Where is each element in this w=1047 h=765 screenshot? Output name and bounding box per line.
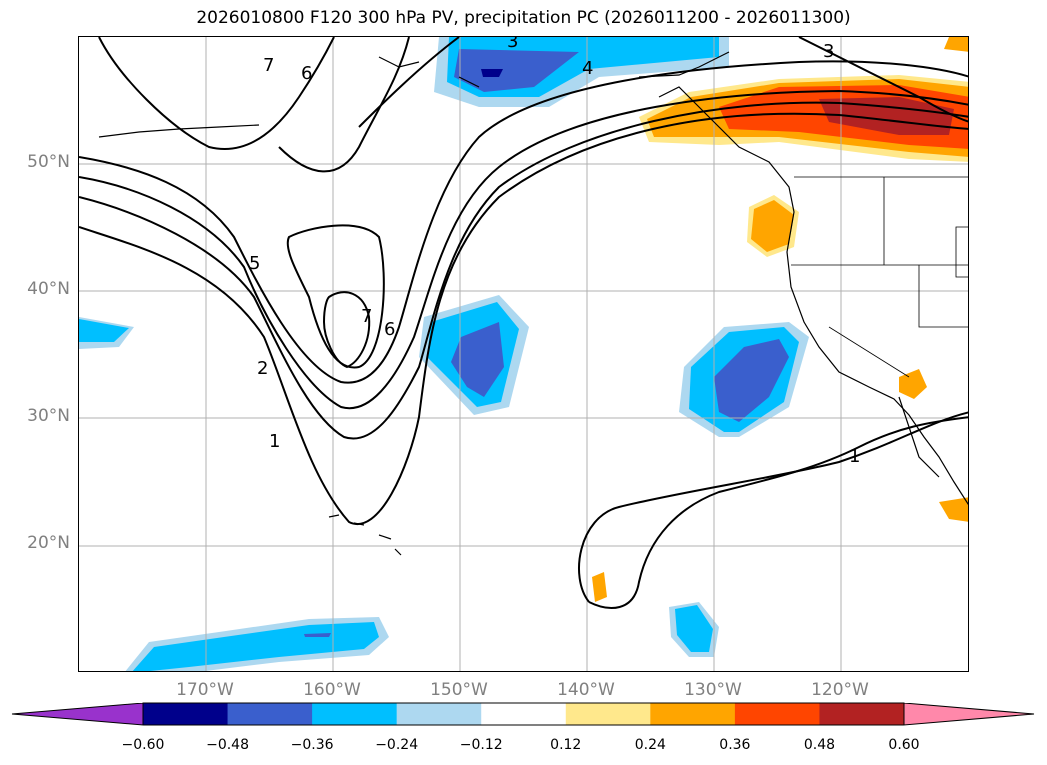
contour-label: 6 bbox=[384, 319, 395, 340]
state-borders bbox=[791, 176, 968, 378]
colorbar-tick-label: −0.48 bbox=[206, 737, 249, 753]
map-canvas: 1 2 5 6 7 3 4 6 7 1 3 bbox=[79, 37, 968, 671]
graticule bbox=[79, 37, 968, 671]
map-panel: 1 2 5 6 7 3 4 6 7 1 3 bbox=[78, 36, 969, 672]
precip-negative-shading bbox=[79, 37, 809, 671]
pv-contours bbox=[79, 37, 968, 609]
colorbar-tick-label: −0.24 bbox=[375, 737, 419, 753]
colorbar-segment bbox=[143, 703, 229, 725]
colorbar-segment bbox=[734, 703, 820, 725]
contour-labels: 1 2 5 6 7 3 4 6 7 1 3 bbox=[249, 37, 860, 467]
colorbar-tick-label: −0.12 bbox=[459, 737, 503, 753]
lon-label: 150°W bbox=[430, 680, 488, 700]
lon-label: 130°W bbox=[684, 680, 742, 700]
colorbar-segment bbox=[565, 703, 651, 725]
colorbar-extend-low bbox=[12, 703, 143, 725]
contour-label: 6 bbox=[301, 63, 312, 84]
colorbar-tick-label: 0.60 bbox=[888, 737, 920, 753]
colorbar-extend-high bbox=[904, 703, 1034, 725]
colorbar-tick-label: −0.60 bbox=[121, 737, 165, 753]
lon-label: 140°W bbox=[557, 680, 615, 700]
contour-label: 3 bbox=[507, 37, 518, 52]
colorbar-segment bbox=[396, 703, 482, 725]
contour-label: 1 bbox=[849, 446, 860, 467]
colorbar-tick-label: 0.48 bbox=[803, 737, 836, 753]
lat-label: 20°N bbox=[27, 533, 70, 553]
contour-label: 7 bbox=[263, 55, 274, 76]
precip-positive-shading bbox=[592, 37, 968, 602]
colorbar-segments bbox=[12, 703, 1034, 725]
contour-label: 3 bbox=[823, 41, 834, 62]
colorbar-tick-label: 0.24 bbox=[634, 737, 666, 753]
lat-label: 50°N bbox=[27, 152, 70, 172]
colorbar-segment bbox=[819, 703, 905, 725]
map-title: 2026010800 F120 300 hPa PV, precipitatio… bbox=[196, 8, 851, 28]
colorbar-tick-label: 0.36 bbox=[719, 737, 751, 753]
contour-label: 5 bbox=[249, 253, 260, 274]
lon-label: 120°W bbox=[811, 680, 869, 700]
colorbar-segment bbox=[227, 703, 313, 725]
colorbar-segment bbox=[650, 703, 736, 725]
contour-label: 4 bbox=[582, 58, 593, 79]
colorbar-tick-label: −0.36 bbox=[290, 737, 334, 753]
lon-label: 170°W bbox=[176, 680, 234, 700]
lon-label: 160°W bbox=[303, 680, 361, 700]
colorbar-segment bbox=[312, 703, 398, 725]
colorbar-segment bbox=[481, 703, 567, 725]
contour-label: 2 bbox=[257, 358, 268, 379]
contour-label: 7 bbox=[361, 306, 372, 327]
lat-label: 30°N bbox=[27, 406, 70, 426]
contour-label: 1 bbox=[269, 431, 280, 452]
colorbar-tick-label: 0.12 bbox=[550, 737, 582, 753]
colorbar bbox=[11, 702, 1035, 726]
lat-label: 40°N bbox=[27, 279, 70, 299]
